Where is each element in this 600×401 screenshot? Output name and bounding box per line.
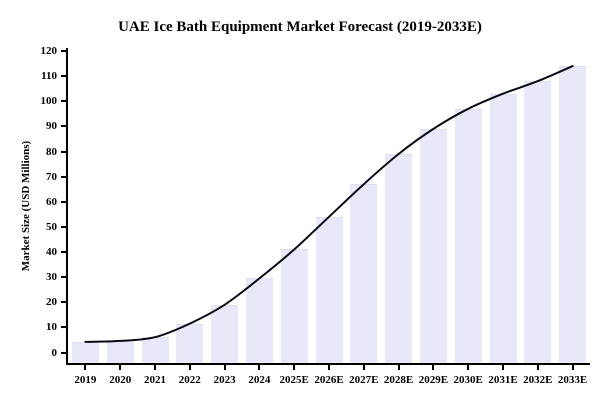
y-tick-label: 90: [46, 120, 57, 133]
x-tick-label-2027E: 2027E: [349, 374, 379, 386]
bar-2027E: [350, 184, 378, 363]
y-tick-label: 70: [46, 170, 57, 183]
x-tick-label-2032E: 2032E: [523, 374, 553, 386]
x-tick: [293, 365, 296, 370]
y-tick: [61, 125, 66, 128]
y-tick: [61, 75, 66, 78]
x-tick-label-2031E: 2031E: [488, 374, 518, 386]
x-tick-label-2023: 2023: [213, 374, 236, 386]
y-tick-label: 30: [46, 271, 57, 284]
x-tick: [84, 365, 87, 370]
y-tick: [61, 175, 66, 178]
y-tick-label: 40: [46, 246, 57, 258]
y-tick: [61, 326, 66, 329]
y-tick: [61, 100, 66, 103]
y-tick-label: 100: [40, 95, 58, 108]
x-tick: [397, 365, 400, 370]
y-tick: [61, 301, 66, 304]
bar-2033E: [559, 66, 587, 363]
y-tick: [61, 225, 66, 228]
bar-2032E: [524, 81, 552, 363]
x-tick-label-2026E: 2026E: [314, 374, 344, 386]
bar-2025E: [280, 249, 308, 363]
x-tick-label-2020: 2020: [109, 374, 132, 386]
x-tick-label-2021: 2021: [144, 374, 166, 386]
x-tick-label-2030E: 2030E: [453, 374, 483, 386]
x-tick: [119, 365, 122, 370]
y-tick-label: 10: [46, 321, 57, 334]
x-axis-spine: [66, 363, 590, 365]
y-tick: [61, 150, 66, 153]
bar-2028E: [385, 154, 413, 363]
bar-2029E: [419, 128, 447, 363]
bar-2022: [176, 323, 204, 363]
bar-2020: [106, 340, 134, 363]
x-tick-label-2025E: 2025E: [279, 374, 309, 386]
y-tick-label: 120: [40, 45, 58, 57]
x-tick: [223, 365, 226, 370]
y-tick-label: 20: [46, 296, 57, 309]
x-tick: [502, 365, 504, 370]
x-tick: [571, 365, 574, 370]
y-tick: [61, 351, 66, 354]
bar-2031E: [489, 93, 517, 363]
x-tick: [432, 365, 435, 370]
bar-2019: [71, 341, 99, 363]
x-tick: [154, 365, 156, 370]
y-axis-spine: [66, 48, 68, 365]
x-tick-label-2033E: 2033E: [557, 374, 588, 386]
y-tick-label: 60: [46, 195, 57, 208]
x-tick: [188, 365, 191, 370]
y-tick: [61, 276, 66, 279]
y-tick: [61, 251, 66, 253]
y-tick-label: 0: [51, 346, 58, 359]
bar-2024: [245, 278, 273, 363]
bar-2030E: [454, 108, 482, 363]
x-tick: [362, 365, 365, 370]
bar-2023: [211, 304, 239, 363]
x-tick-label-2019: 2019: [74, 374, 97, 386]
y-tick-label: 80: [46, 145, 57, 158]
x-tick-label-2028E: 2028E: [383, 374, 414, 386]
bar-2026E: [315, 216, 343, 363]
x-tick: [467, 365, 470, 370]
x-tick: [536, 365, 539, 370]
x-tick-label-2029E: 2029E: [418, 374, 449, 386]
y-tick: [61, 50, 66, 52]
x-tick: [258, 365, 261, 370]
chart-title: UAE Ice Bath Equipment Market Forecast (…: [118, 19, 482, 35]
y-tick-label: 50: [46, 220, 57, 233]
x-tick-label-2024: 2024: [248, 374, 271, 386]
y-tick: [61, 200, 66, 203]
x-tick-label-2022: 2022: [178, 374, 201, 386]
x-tick: [328, 365, 330, 370]
y-tick-label: 110: [41, 70, 57, 83]
bar-2021: [141, 337, 169, 363]
